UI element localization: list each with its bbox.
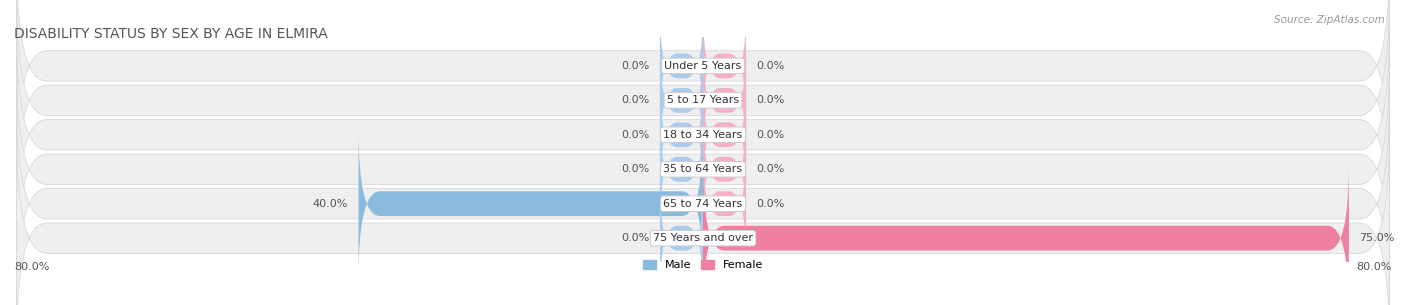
Text: 0.0%: 0.0% xyxy=(756,164,785,174)
FancyBboxPatch shape xyxy=(703,9,747,122)
Text: 0.0%: 0.0% xyxy=(756,130,785,140)
FancyBboxPatch shape xyxy=(17,133,1389,305)
FancyBboxPatch shape xyxy=(17,0,1389,171)
Text: 75.0%: 75.0% xyxy=(1360,233,1395,243)
Text: 0.0%: 0.0% xyxy=(756,199,785,209)
Text: 5 to 17 Years: 5 to 17 Years xyxy=(666,95,740,105)
Text: DISABILITY STATUS BY SEX BY AGE IN ELMIRA: DISABILITY STATUS BY SEX BY AGE IN ELMIR… xyxy=(14,27,328,41)
FancyBboxPatch shape xyxy=(359,130,703,278)
Text: 35 to 64 Years: 35 to 64 Years xyxy=(664,164,742,174)
Text: Source: ZipAtlas.com: Source: ZipAtlas.com xyxy=(1274,15,1385,25)
FancyBboxPatch shape xyxy=(659,44,703,157)
Text: 80.0%: 80.0% xyxy=(14,262,49,272)
Text: 65 to 74 Years: 65 to 74 Years xyxy=(664,199,742,209)
Text: 18 to 34 Years: 18 to 34 Years xyxy=(664,130,742,140)
Text: 0.0%: 0.0% xyxy=(621,233,650,243)
FancyBboxPatch shape xyxy=(659,113,703,226)
FancyBboxPatch shape xyxy=(659,182,703,295)
FancyBboxPatch shape xyxy=(703,147,747,260)
Legend: Male, Female: Male, Female xyxy=(638,256,768,275)
Text: 80.0%: 80.0% xyxy=(1357,262,1392,272)
Text: 0.0%: 0.0% xyxy=(621,164,650,174)
Text: 0.0%: 0.0% xyxy=(621,61,650,71)
Text: 40.0%: 40.0% xyxy=(312,199,349,209)
FancyBboxPatch shape xyxy=(659,9,703,122)
Text: 0.0%: 0.0% xyxy=(621,130,650,140)
FancyBboxPatch shape xyxy=(17,98,1389,305)
Text: 75 Years and over: 75 Years and over xyxy=(652,233,754,243)
Text: 0.0%: 0.0% xyxy=(756,61,785,71)
FancyBboxPatch shape xyxy=(703,44,747,157)
FancyBboxPatch shape xyxy=(659,78,703,191)
FancyBboxPatch shape xyxy=(703,78,747,191)
FancyBboxPatch shape xyxy=(703,164,1348,305)
Text: Under 5 Years: Under 5 Years xyxy=(665,61,741,71)
FancyBboxPatch shape xyxy=(17,29,1389,240)
FancyBboxPatch shape xyxy=(17,0,1389,206)
FancyBboxPatch shape xyxy=(703,113,747,226)
Text: 0.0%: 0.0% xyxy=(621,95,650,105)
FancyBboxPatch shape xyxy=(17,64,1389,275)
Text: 0.0%: 0.0% xyxy=(756,95,785,105)
